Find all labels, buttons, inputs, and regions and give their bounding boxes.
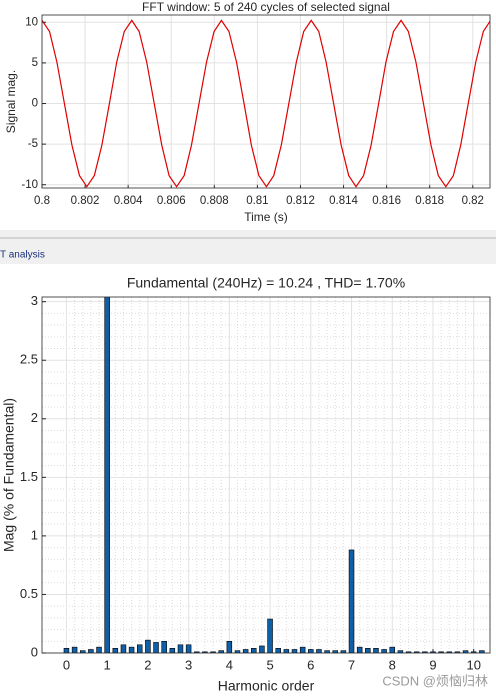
x-tick-label: 0.808: [200, 195, 229, 207]
y-tick-label: 0: [31, 644, 38, 659]
x-tick-label: 5: [266, 657, 273, 672]
watermark: CSDN @烦恼归林: [382, 673, 488, 688]
y-tick-label: 10: [25, 16, 38, 28]
bar: [462, 650, 469, 653]
x-tick-label: 4: [226, 657, 233, 672]
axes-box: [41, 296, 491, 654]
x-tick-label: 6: [307, 657, 314, 672]
y-tick-label: 2.5: [20, 352, 38, 367]
bar: [145, 639, 151, 653]
axes-box: [41, 14, 491, 189]
y-tick-label: 1: [31, 527, 38, 542]
x-tick-label: 0.802: [71, 195, 100, 207]
y-tick-label: 1.5: [20, 469, 38, 484]
bar: [340, 650, 347, 653]
bar: [96, 646, 102, 653]
bar: [251, 648, 257, 653]
x-tick-label: 2: [144, 657, 151, 672]
bar: [259, 645, 265, 653]
bar: [324, 650, 330, 653]
x-tick-label: 1: [104, 657, 111, 672]
x-tick-label: 7: [348, 657, 355, 672]
plot-area: [42, 15, 490, 188]
x-tick-label: 0.82: [462, 195, 484, 207]
bar: [218, 650, 224, 653]
x-tick-label: 0.8: [34, 195, 50, 207]
plot-area: [42, 297, 490, 653]
bar: [226, 640, 233, 653]
bar: [365, 648, 371, 653]
bar: [88, 649, 94, 653]
x-tick-label: 10: [466, 657, 480, 672]
y-tick-label: 5: [32, 57, 38, 69]
bar: [242, 649, 249, 653]
bar: [112, 648, 119, 653]
x-tick-label: 3: [185, 657, 192, 672]
x-tick-label: 0.814: [329, 195, 358, 207]
bar: [291, 649, 298, 653]
bar: [373, 648, 379, 653]
bar: [137, 644, 143, 653]
x-tick-label: 0.804: [114, 195, 143, 207]
y-tick-label: 0.5: [20, 586, 38, 601]
y-tick-label: 3: [31, 293, 38, 308]
y-axis-label: Mag (% of Fundamental): [1, 398, 17, 552]
chart-title: Fundamental (240Hz) = 10.24 , THD= 1.70%: [127, 275, 405, 291]
bar: [120, 644, 127, 653]
bar: [234, 650, 241, 653]
bar: [267, 618, 273, 653]
bar: [71, 646, 78, 653]
bar: [177, 644, 184, 653]
bar: [348, 549, 355, 653]
bar: [397, 650, 404, 653]
bar: [275, 648, 281, 653]
bar: [169, 648, 176, 653]
x-tick-label: 0.806: [157, 195, 186, 207]
bar: [316, 649, 322, 653]
y-tick-label: 0: [32, 98, 38, 110]
x-tick-label: 0: [63, 657, 70, 672]
bar: [381, 649, 387, 653]
x-tick-label: 9: [429, 657, 436, 672]
x-tick-label: 0.816: [372, 195, 401, 207]
x-tick-label: 0.812: [286, 195, 315, 207]
bar: [161, 640, 167, 653]
x-axis-label: Harmonic order: [218, 678, 315, 694]
x-tick-label: 8: [389, 657, 396, 672]
x-tick-label: 0.81: [246, 195, 268, 207]
panel-label: T analysis: [0, 250, 45, 261]
y-tick-label: -10: [21, 179, 38, 191]
y-tick-label: -5: [28, 138, 38, 150]
signal-line: [42, 19, 490, 188]
bar: [308, 649, 314, 653]
bar: [185, 644, 192, 653]
bar: [479, 650, 485, 653]
bar: [153, 642, 159, 653]
y-tick-label: 2: [31, 410, 38, 425]
bar: [128, 646, 135, 653]
x-axis-label: Time (s): [244, 210, 288, 224]
bar: [332, 650, 338, 653]
bar: [63, 648, 70, 653]
y-axis-label: Signal mag.: [4, 70, 18, 133]
bar: [356, 646, 363, 653]
bar: [283, 649, 290, 653]
bar: [299, 646, 306, 653]
x-tick-label: 0.818: [415, 195, 444, 207]
bar: [104, 297, 110, 653]
bar: [79, 650, 86, 653]
chart-title: FFT window: 5 of 240 cycles of selected …: [142, 0, 390, 14]
bar: [389, 646, 395, 653]
